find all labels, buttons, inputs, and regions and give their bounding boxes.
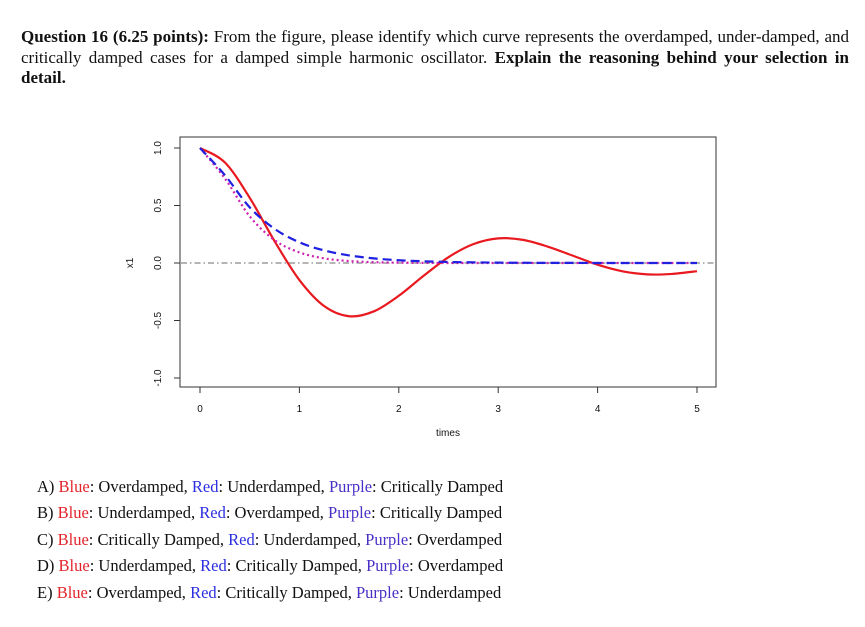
option-red: Red [199,503,226,523]
option-purple-val: : Overdamped [408,529,503,549]
x-axis: 0 1 2 3 4 5 [197,386,700,415]
y-tick-label: -1.0 [153,369,164,387]
answer-option[interactable]: C) Blue: Critically Damped, Red: Underda… [37,529,503,555]
option-letter: C) [37,529,54,549]
answer-options: A) Blue: Overdamped, Red: Underdamped, P… [37,476,503,608]
x-tick-label: 5 [694,404,700,415]
question-body: From the figure, please identify which c… [21,27,850,67]
option-red-val: : Critically Damped, [226,556,367,576]
series-lines [181,147,715,318]
option-blue: Blue [58,556,90,576]
damped-oscillator-chart: 0 1 2 3 4 5 -1.0 -0.5 0.0 0.5 1.0 times x1 [125,136,717,439]
option-purple: Purple [365,529,409,549]
option-blue-val: : Underdamped, [88,503,200,523]
option-blue-val: : Critically Damped, [88,529,229,549]
option-red: Red [200,556,227,576]
option-letter: B) [37,503,54,523]
y-tick-label: 0.0 [153,256,164,270]
question-label: Question 16 (6.25 points): [21,27,209,46]
option-purple-val: : Underdamped [399,582,502,602]
option-letter: D) [37,556,55,576]
option-blue: Blue [56,582,88,602]
option-red-val: : Overdamped, [225,503,329,523]
option-blue: Blue [57,503,89,523]
option-purple: Purple [366,556,410,576]
option-blue: Blue [58,477,90,496]
answer-option[interactable]: A) Blue: Overdamped, Red: Underdamped, P… [37,476,503,502]
x-tick-label: 4 [595,404,601,415]
series-line-solid [199,147,698,318]
answer-option[interactable]: E) Blue: Overdamped, Red: Critically Dam… [37,582,503,608]
x-axis-label: times [436,428,460,439]
answer-option[interactable]: B) Blue: Underdamped, Red: Overdamped, P… [37,502,503,528]
option-purple-val: : Critically Damped [371,503,503,523]
option-purple: Purple [328,503,372,523]
option-red: Red [191,477,219,496]
option-red-val: : Underdamped, [254,529,366,549]
option-purple: Purple [355,582,400,602]
option-blue-val: : Overdamped, [87,582,191,602]
x-tick-label: 1 [297,404,303,415]
option-red-val: : Critically Damped, [216,582,356,602]
question-emphasis: Explain the reasoning behind your select… [21,47,849,88]
series-line-dotted [199,147,697,265]
y-tick-label: 0.5 [153,198,164,212]
y-tick-label: 1.0 [153,141,164,155]
answer-option[interactable]: D) Blue: Underdamped, Red: Critically Da… [37,555,503,581]
option-blue: Blue [57,529,89,549]
option-purple-val: : Overdamped [409,556,504,576]
option-letter: E) [37,582,53,602]
y-axis: -1.0 -0.5 0.0 0.5 1.0 [153,141,181,387]
option-red: Red [228,529,255,549]
option-red: Red [190,582,217,602]
question-text: Question 16 (6.25 points): From the figu… [21,27,849,89]
option-red-val: : Underdamped, [218,477,329,496]
x-tick-label: 2 [396,404,402,415]
option-blue-val: : Underdamped, [89,556,201,576]
y-axis-label: x1 [125,257,136,268]
option-purple: Purple [328,477,373,496]
option-blue-val: : Overdamped, [89,477,192,496]
x-tick-label: 0 [197,404,203,415]
series-line-dashed [199,147,697,265]
option-purple-val: : Critically Damped [372,477,504,496]
option-letter: A) [37,477,55,496]
x-tick-label: 3 [495,404,501,415]
y-tick-label: -0.5 [153,311,164,329]
